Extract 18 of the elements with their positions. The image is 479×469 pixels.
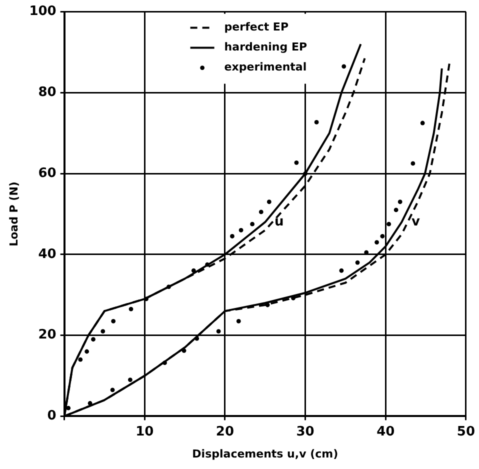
annotation: v bbox=[411, 214, 420, 230]
x-tick-label: 50 bbox=[456, 424, 475, 440]
y-tick-label: 100 bbox=[29, 4, 56, 20]
x-tick-label: 20 bbox=[216, 424, 234, 440]
y-tick-label: 80 bbox=[38, 85, 56, 100]
y-tick-label: 20 bbox=[38, 328, 56, 343]
legend-label: perfect EP bbox=[224, 20, 289, 34]
y-tick-label: 0 bbox=[47, 408, 56, 424]
y-tick-label: 60 bbox=[38, 166, 56, 181]
y-tick-label: 40 bbox=[38, 246, 56, 262]
legend-label: experimental bbox=[224, 60, 307, 74]
x-tick-label: 10 bbox=[136, 424, 154, 440]
annotation: u bbox=[274, 214, 284, 230]
y-axis-title: Load P (N) bbox=[7, 182, 20, 246]
x-tick-label: 40 bbox=[376, 424, 395, 440]
x-tick-label: 30 bbox=[296, 424, 314, 440]
x-axis-title: Displacements u,v (cm) bbox=[192, 447, 338, 460]
legend-label: hardening EP bbox=[224, 40, 308, 54]
